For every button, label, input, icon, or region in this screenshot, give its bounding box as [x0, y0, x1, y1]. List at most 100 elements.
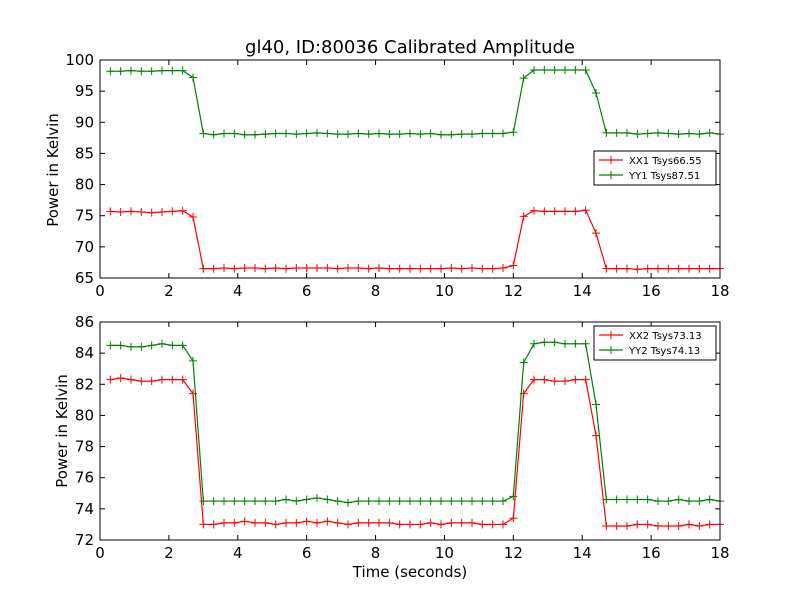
chart-bottom-series-1-point	[292, 518, 301, 527]
chart-bottom-series-1-point	[499, 520, 507, 529]
chart-bottom-series-2-point	[447, 497, 456, 506]
chart-top-series-2-point	[127, 66, 135, 75]
chart-top-series-1-point	[282, 264, 290, 273]
chart-top-series-2-point	[375, 129, 383, 138]
chart-bottom-series-1-point	[540, 375, 549, 384]
chart-bottom-series-1-point	[199, 520, 208, 529]
chart-bottom-xtick-label: 4	[233, 544, 243, 562]
chart-bottom-series-1-point	[178, 375, 187, 384]
chart-top-ytick-label: 100	[65, 51, 94, 69]
chart-top-series-1-point	[385, 264, 394, 273]
chart-top-series-1-point	[395, 264, 404, 273]
chart-bottom-series-1-point	[168, 375, 177, 384]
chart-bottom-series-1-point	[488, 520, 497, 529]
chart-bottom-axes-frame	[99, 321, 721, 541]
chart-top-series-1-point	[478, 264, 487, 273]
chart-top-xtick-label: 0	[95, 282, 105, 300]
chart-top-series-2-point	[364, 130, 373, 139]
chart-bottom-series-2-point	[488, 497, 497, 506]
chart-bottom-series-1-point	[230, 518, 239, 527]
chart-bottom-series-1-point	[385, 518, 394, 527]
chart-bottom-series-2-point	[426, 497, 435, 506]
chart-bottom-series-1-point	[261, 518, 270, 527]
chart-top-series-2-point	[271, 129, 280, 138]
chart-top-series-2-point	[457, 130, 466, 139]
chart-bottom-series-2-point	[178, 341, 187, 350]
chart-bottom-series-2-point	[571, 339, 580, 348]
chart-top-series-1-point	[499, 264, 507, 273]
chart-top-xtick-label: 18	[710, 282, 729, 300]
chart-bottom-ytick-label: 72	[75, 531, 94, 549]
chart-bottom-series-2-point	[271, 497, 280, 506]
chart-bottom-ytick-label: 78	[75, 438, 94, 456]
chart-bottom-xtick-label: 16	[642, 544, 661, 562]
chart-bottom-series-2-point	[695, 497, 704, 506]
chart-top-series-2-point	[437, 130, 445, 139]
chart-top-series-1-point	[106, 207, 115, 216]
chart-top-series-2-point	[478, 129, 487, 138]
chart-bottom-series-1-point	[354, 518, 363, 527]
chart-bottom-xtick-label: 6	[302, 544, 312, 562]
chart-top-series-1-point	[240, 264, 249, 273]
chart-bottom-series-1-point	[664, 521, 673, 530]
chart-top-series-1-point	[592, 229, 600, 238]
chart-bottom-series-1-point	[478, 520, 487, 529]
chart-bottom-series-1-point	[695, 521, 704, 530]
chart-top-series-2-point	[633, 130, 642, 139]
chart-top-series-2-point	[447, 130, 456, 139]
chart-bottom-series-2-point	[375, 497, 383, 506]
chart-bottom-series-1-point	[209, 520, 218, 529]
chart-top-series-2-point	[571, 65, 580, 74]
chart-top-series-1-point	[199, 264, 208, 273]
chart-top-series-2-point	[695, 130, 704, 139]
chart-bottom-series-2-point	[230, 497, 239, 506]
chart-top-series-2-point	[178, 66, 187, 75]
chart-top-series-2-point	[137, 67, 146, 76]
chart-bottom-series-1-point	[457, 518, 466, 527]
chart-bottom-series-1-point	[674, 521, 683, 530]
chart-top-series-1-point	[530, 206, 538, 215]
chart-top-series-1-point	[654, 264, 662, 273]
chart-bottom-series-1-point	[147, 377, 156, 386]
chart-top-series-2-point	[168, 66, 177, 75]
chart-top-series-1-point	[313, 264, 321, 273]
chart-bottom-series-1-point	[333, 518, 342, 527]
chart-bottom-series-2-point	[592, 400, 600, 409]
chart-bottom-series-1-point	[271, 520, 280, 529]
chart-top-series-1-point	[158, 207, 166, 216]
chart-top-series-2-point	[592, 89, 600, 98]
chart-bottom-series-2-point	[457, 497, 466, 506]
chart-top-title: gl40, ID:80036 Calibrated Amplitude	[245, 37, 575, 58]
chart-top-ytick-label: 95	[75, 82, 94, 100]
chart-top-xtick-label: 14	[573, 282, 592, 300]
chart-bottom-series-1-point	[106, 375, 115, 384]
chart-top-series-1-point	[168, 207, 177, 216]
chart-top-series-2-point	[344, 130, 352, 139]
chart-bottom-series-2-point	[478, 497, 487, 506]
chart-top-series-1-point	[540, 207, 549, 216]
chart-top-xtick-label: 12	[504, 282, 523, 300]
chart-top-series-2-point	[240, 130, 249, 139]
chart-bottom-series-2-point	[643, 495, 652, 504]
chart-bottom-ytick-label: 80	[75, 406, 94, 424]
chart-top-series-1-point	[261, 264, 270, 273]
chart-bottom-series-1-point	[592, 431, 600, 440]
chart-bottom-series-2-point	[302, 495, 311, 504]
chart-top-series-2-point	[519, 74, 528, 83]
chart-top-series-2-point	[230, 129, 239, 138]
chart-top-series-2-point	[550, 65, 559, 74]
chart-bottom-series-2-point	[344, 498, 352, 507]
chart-bottom-series-2-point	[292, 497, 301, 506]
chart-top-series-2-point	[602, 128, 611, 137]
chart-top-series-1-point	[550, 207, 559, 216]
chart-top-series-2-point	[612, 128, 621, 137]
chart-top-series-2-point	[323, 129, 332, 138]
chart-top-xtick-label: 6	[302, 282, 312, 300]
chart-bottom-series-2-point	[530, 339, 538, 348]
chart-bottom-legend-label-2: YY2 Tsys74.13	[628, 346, 700, 357]
chart-bottom-series-1-point	[375, 518, 383, 527]
chart-top-series-2-point	[106, 67, 115, 76]
chart-top-ytick-label: 75	[75, 207, 94, 225]
chart-bottom-series-1-point	[127, 375, 135, 384]
chart-top-series-1-point	[271, 264, 280, 273]
